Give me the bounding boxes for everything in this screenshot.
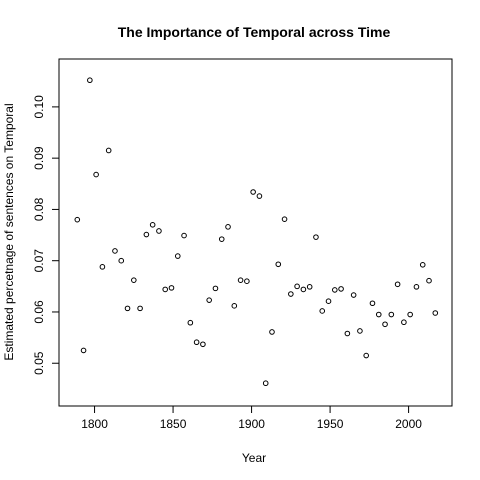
chart-title: The Importance of Temporal across Time: [118, 24, 391, 40]
data-point: [93, 171, 99, 178]
data-point: [181, 232, 187, 239]
data-point: [294, 283, 300, 290]
x-tick-label: 2000: [395, 417, 422, 431]
data-point: [124, 305, 131, 312]
data-point: [200, 341, 206, 348]
data-point: [350, 292, 357, 298]
data-point: [256, 193, 263, 199]
data-points: [74, 77, 439, 387]
data-point: [231, 303, 238, 309]
data-point: [407, 311, 413, 318]
data-point: [143, 231, 150, 238]
data-point: [388, 311, 395, 318]
data-point: [118, 257, 125, 264]
y-tick-label: 0.09: [32, 146, 46, 170]
y-tick-label: 0.06: [32, 300, 46, 324]
data-point: [300, 286, 307, 293]
data-point: [187, 319, 194, 326]
data-point: [369, 300, 376, 307]
data-point: [325, 298, 332, 305]
data-point: [319, 308, 326, 314]
data-point: [105, 147, 112, 154]
data-point: [156, 228, 162, 234]
x-tick-label: 1950: [317, 417, 344, 431]
data-point: [363, 352, 370, 359]
plot-frame: [58, 58, 453, 407]
data-point: [237, 277, 244, 283]
x-tick-label: 1850: [160, 417, 187, 431]
data-point: [432, 310, 439, 316]
data-point: [306, 284, 313, 290]
data-point: [137, 305, 143, 312]
data-point: [401, 319, 407, 326]
y-tick-label: 0.10: [32, 95, 46, 119]
data-point: [394, 281, 401, 288]
data-point: [331, 287, 338, 293]
data-point: [338, 286, 344, 292]
data-point: [375, 311, 382, 318]
data-point: [244, 278, 250, 285]
data-point: [288, 291, 294, 297]
x-tick-label: 1900: [238, 417, 265, 431]
y-tick-label: 0.05: [32, 351, 46, 375]
data-point: [313, 234, 319, 240]
y-axis: 0.05 0.06 0.07 0.08 0.09 0.10: [32, 95, 59, 375]
x-tick-label: 1800: [81, 417, 108, 431]
data-point: [419, 262, 426, 268]
y-tick-label: 0.07: [32, 249, 46, 273]
data-point: [206, 297, 212, 303]
data-point: [149, 222, 156, 228]
data-point: [250, 189, 256, 195]
data-point: [218, 236, 225, 242]
x-axis: 1800 1850 1900 1950 2000: [81, 406, 422, 431]
data-point: [80, 347, 87, 354]
data-point: [225, 224, 231, 230]
x-axis-label: Year: [242, 451, 266, 465]
data-point: [281, 216, 288, 222]
data-point: [131, 277, 137, 283]
data-point: [162, 286, 169, 293]
data-point: [275, 261, 282, 268]
data-point: [413, 284, 420, 290]
data-point: [344, 330, 351, 337]
y-axis-label: Estimated percetnage of sentences on Tem…: [2, 103, 16, 360]
data-point: [87, 77, 93, 84]
data-point: [193, 339, 200, 346]
data-point: [168, 285, 175, 291]
data-point: [99, 264, 106, 270]
data-point: [426, 277, 432, 284]
data-point: [74, 216, 81, 223]
data-point: [174, 253, 181, 259]
data-point: [212, 285, 219, 292]
data-point: [357, 328, 363, 334]
data-point: [269, 329, 275, 335]
y-tick-label: 0.08: [32, 197, 46, 221]
data-point: [382, 321, 388, 328]
data-point: [262, 380, 269, 387]
data-point: [112, 248, 118, 254]
